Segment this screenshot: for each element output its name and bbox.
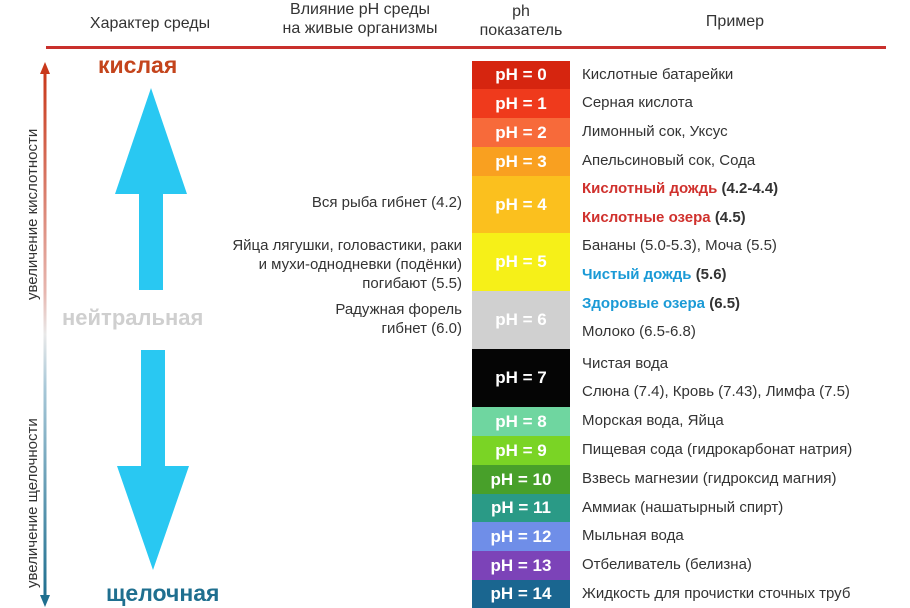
ph-cell-2: pH = 2: [472, 118, 570, 147]
axis-label-acidity: увеличение кислотности: [24, 128, 41, 300]
example-ph4-acid-lakes-tail: (4.5): [714, 209, 746, 226]
header-ph-line2: показатель: [479, 22, 563, 39]
ph-cell-5: pH = 5: [472, 233, 570, 291]
example-ph6-healthy-lakes-tail: (6.5): [709, 295, 741, 312]
ph-cell-11: pH = 11: [472, 494, 570, 522]
vertical-gradient-axis: [40, 62, 50, 607]
example-ph5-clean-rain-main: Чистый дождь: [582, 266, 692, 283]
arrow-up-icon: [115, 88, 187, 290]
example-ph9: Пищевая сода (гидрокарбонат натрия): [582, 441, 853, 458]
example-ph5-clean-rain: Чистый дождь (5.6): [582, 266, 727, 284]
example-ph4-acid-rain-tail: (4.2-4.4): [721, 180, 779, 197]
header-influence-line1: Влияние pH среды: [290, 1, 430, 18]
effect-ph5: Яйца лягушки, головастики, раки и мухи-о…: [222, 236, 462, 293]
ph-cell-8: pH = 8: [472, 407, 570, 436]
example-ph7-fluids: Слюна (7.4), Кровь (7.43), Лимфа (7.5): [582, 383, 850, 400]
header-character: Характер среды: [89, 15, 211, 32]
example-ph10: Взвесь магнезии (гидроксид магния): [582, 470, 837, 487]
example-ph4-acid-lakes-main: Кислотные озера: [582, 209, 711, 226]
ph-cell-12: pH = 12: [472, 522, 570, 551]
effect-ph6: Радужная форель гибнет (6.0): [335, 300, 462, 338]
ph-cell-1: pH = 1: [472, 89, 570, 118]
example-ph5-bananas: Бананы (5.0-5.3), Моча (5.5): [582, 237, 777, 254]
ph-cell-4: pH = 4: [472, 176, 570, 233]
header-example: Пример: [705, 13, 765, 30]
header-influence: Влияние pH среды на живые организмы: [250, 0, 470, 38]
ph-cell-14: pH = 14: [472, 580, 570, 608]
ph-cell-9: pH = 9: [472, 436, 570, 465]
ph-cell-0: pH = 0: [472, 61, 570, 89]
example-ph2: Лимонный сок, Уксус: [582, 123, 728, 140]
example-ph4-acid-rain-main: Кислотный дождь: [582, 180, 718, 197]
label-acidic: кислая: [98, 52, 178, 78]
effect-ph4: Вся рыба гибнет (4.2): [311, 194, 462, 211]
example-ph5-clean-rain-tail: (5.6): [695, 266, 727, 283]
ph-cell-6: pH = 6: [472, 291, 570, 349]
effect-ph5-line1: Яйца лягушки, головастики, раки: [232, 237, 462, 254]
ph-cell-3: pH = 3: [472, 147, 570, 176]
example-ph6-healthy-lakes-main: Здоровые озера: [582, 295, 706, 312]
header-ph: ph показатель: [466, 2, 576, 40]
effect-ph6-line1: Радужная форель: [335, 301, 462, 318]
example-ph8: Морская вода, Яйца: [582, 412, 724, 429]
example-ph6-healthy-lakes: Здоровые озера (6.5): [582, 295, 740, 313]
label-alkaline: щелочная: [106, 580, 220, 606]
effects-column: Вся рыба гибнет (4.2) Яйца лягушки, голо…: [232, 61, 462, 351]
effect-ph5-line2: и мухи-одноднeвки (подёнки): [258, 256, 462, 273]
effect-ph6-line2: гибнет (6.0): [381, 320, 462, 337]
example-ph11: Аммиак (нашатырный спирт): [582, 499, 784, 516]
header-influence-line2: на живые организмы: [282, 20, 438, 37]
example-ph14: Жидкость для прочистки сточных труб: [582, 585, 851, 602]
ph-cell-10: pH = 10: [472, 465, 570, 494]
example-ph1: Серная кислота: [582, 94, 693, 111]
header-ph-line1: ph: [512, 3, 530, 20]
example-ph6-milk: Молоко (6.5-6.8): [582, 323, 696, 340]
example-ph4-acid-rain: Кислотный дождь (4.2-4.4): [582, 180, 778, 198]
effect-ph5-line3: погибают (5.5): [362, 275, 462, 292]
label-neutral: нейтральная: [62, 305, 204, 330]
example-ph13: Отбеливатель (белизна): [582, 556, 752, 573]
example-ph3: Апельсиновый сок, Сода: [582, 152, 756, 169]
example-ph0: Кислотные батарейки: [582, 66, 734, 83]
ph-cell-13: pH = 13: [472, 551, 570, 580]
axis-label-alkalinity: увеличение щелочности: [24, 418, 41, 588]
arrow-down-icon: [117, 350, 189, 570]
header-divider: [46, 46, 886, 49]
example-ph4-acid-lakes: Кислотные озера (4.5): [582, 209, 746, 227]
ph-cell-7: pH = 7: [472, 349, 570, 407]
example-ph7-clean-water: Чистая вода: [582, 355, 669, 372]
example-ph12: Мыльная вода: [582, 527, 684, 544]
